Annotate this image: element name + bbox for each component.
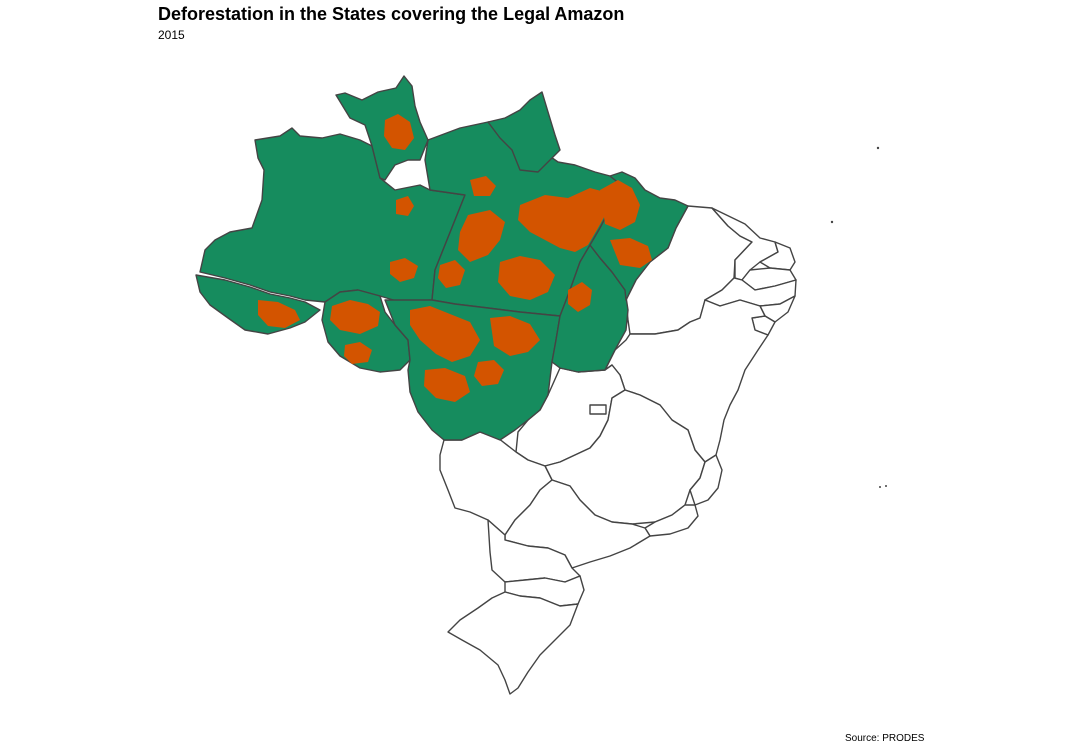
state-amazonas bbox=[199, 127, 466, 303]
deforestation-cluster-rondonia-south bbox=[344, 342, 372, 364]
deforestation-cluster-mato-grosso-center bbox=[474, 360, 504, 386]
deforestation-cluster-acre bbox=[258, 300, 300, 328]
deforestation-cluster-maranhao-south bbox=[610, 238, 652, 268]
island-fernando-de-noronha bbox=[876, 146, 880, 150]
deforestation-cluster-para-north bbox=[470, 176, 496, 196]
deforestation-cluster-para-west bbox=[438, 260, 465, 288]
deforestation-cluster-amazonas-north bbox=[396, 196, 414, 216]
state-rio-grande-do-sul bbox=[447, 591, 579, 695]
deforestation-cluster-mato-grosso-east bbox=[490, 316, 540, 356]
source-caption: Source: PRODES bbox=[845, 733, 925, 744]
state-distrito-federal bbox=[589, 404, 607, 415]
deforestation-cluster-para-south bbox=[498, 256, 555, 300]
deforestation-cluster-tocantins bbox=[568, 282, 592, 312]
deforestation-cluster-roraima bbox=[384, 114, 414, 150]
map-subtitle: 2015 bbox=[158, 28, 185, 42]
island-atol-das-rocas bbox=[830, 220, 834, 224]
deforestation-cluster-maranhao bbox=[600, 180, 640, 230]
state-espirito-santo bbox=[689, 454, 723, 506]
deforestation-cluster-mato-grosso-north bbox=[410, 306, 480, 362]
deforestation-cluster-rondonia bbox=[330, 300, 380, 334]
deforestation-cluster-para-east bbox=[518, 188, 608, 252]
map-title: Deforestation in the States covering the… bbox=[158, 4, 625, 24]
islands-layer bbox=[830, 146, 887, 488]
island-martin-vaz bbox=[885, 485, 887, 487]
deforestation-layer bbox=[258, 114, 652, 402]
deforestation-cluster-mato-grosso-south bbox=[424, 368, 470, 402]
state-rio-de-janeiro bbox=[644, 504, 699, 537]
island-trindade bbox=[879, 486, 881, 488]
state-amapa bbox=[487, 91, 561, 173]
deforestation-cluster-para-center bbox=[458, 210, 505, 262]
deforestation-cluster-amazonas-south bbox=[390, 258, 418, 282]
